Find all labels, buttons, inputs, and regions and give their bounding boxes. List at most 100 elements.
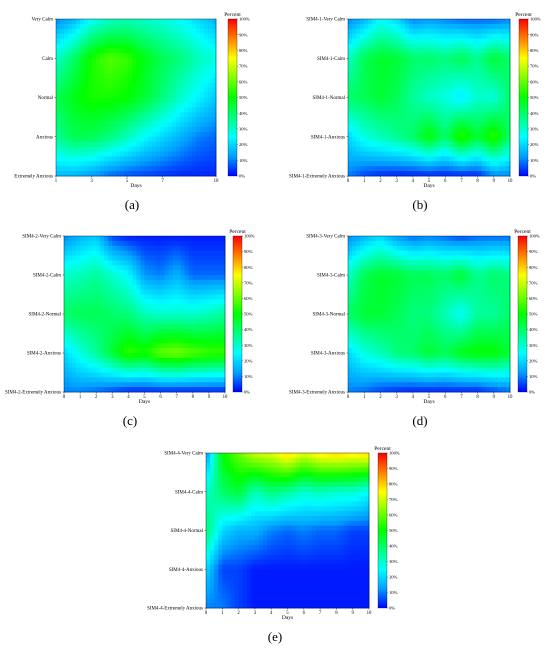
heatmap-cell <box>445 270 449 275</box>
heatmap-cell <box>457 270 461 275</box>
heatmap-cell <box>188 78 192 83</box>
heatmap-cell <box>120 338 124 343</box>
heatmap-cell <box>425 368 429 373</box>
heatmap-cell <box>157 290 161 295</box>
heatmap-cell <box>100 324 104 329</box>
heatmap-cell <box>368 358 372 363</box>
heatmap-cell <box>364 137 368 142</box>
heatmap-cell <box>486 166 490 171</box>
heatmap-cell <box>437 151 441 156</box>
heatmap-cell <box>181 260 185 265</box>
heatmap-cell <box>409 98 413 103</box>
heatmap-cell <box>348 309 352 314</box>
heatmap-cell <box>421 98 425 103</box>
heatmap-cell <box>429 98 433 103</box>
heatmap-cell <box>60 34 64 39</box>
heatmap-cell <box>204 63 208 68</box>
heatmap-cell <box>360 93 364 98</box>
y-category-label: SIM4-1-Extremely Anxious <box>289 175 345 180</box>
heatmap-cell <box>72 83 76 88</box>
heatmap-cell <box>168 19 172 24</box>
heatmap-cell <box>380 348 384 353</box>
heatmap-cell <box>60 39 64 44</box>
heatmap-cell <box>389 368 393 373</box>
heatmap-cell <box>181 246 185 251</box>
heatmap-cell <box>192 98 196 103</box>
y-category-label: Calm <box>42 57 53 62</box>
heatmap-cell <box>352 48 356 53</box>
heatmap-cell <box>160 171 164 176</box>
heatmap-cell <box>104 246 108 251</box>
heatmap-cell <box>356 34 360 39</box>
heatmap-cell <box>172 137 176 142</box>
heatmap-cell <box>417 161 421 166</box>
heatmap-cell <box>108 275 112 280</box>
heatmap-cell <box>433 319 437 324</box>
heatmap-cell <box>445 348 449 353</box>
heatmap-cell <box>389 24 393 29</box>
heatmap-cell <box>461 275 465 280</box>
heatmap-cell <box>88 151 92 156</box>
heatmap-cell <box>205 382 209 387</box>
heatmap-cell <box>457 353 461 358</box>
heatmap-cell <box>209 353 213 358</box>
heatmap-cell <box>413 161 417 166</box>
heatmap-cell <box>144 88 148 93</box>
heatmap-cell <box>156 24 160 29</box>
heatmap-cell <box>88 314 92 319</box>
heatmap-cell <box>217 324 221 329</box>
heatmap-cell <box>417 142 421 147</box>
heatmap-cell <box>449 275 453 280</box>
heatmap-cell <box>132 83 136 88</box>
heatmap-cell <box>478 83 482 88</box>
heatmap-cell <box>213 304 217 309</box>
heatmap-cell <box>120 373 124 378</box>
heatmap-cell <box>168 122 172 127</box>
heatmap-cell <box>164 44 168 49</box>
heatmap-cell <box>389 171 393 176</box>
heatmap-cell <box>185 290 189 295</box>
heatmap-cell <box>92 363 96 368</box>
heatmap-cell <box>200 78 204 83</box>
heatmap-cell <box>80 295 84 300</box>
heatmap-cell <box>364 382 368 387</box>
heatmap-cell <box>389 299 393 304</box>
heatmap-cell <box>204 19 208 24</box>
heatmap-cell <box>405 265 409 270</box>
heatmap-cell <box>140 132 144 137</box>
x-tick-label: 7 <box>460 179 463 184</box>
heatmap-cell <box>164 107 168 112</box>
heatmap-cell <box>384 156 388 161</box>
heatmap-cell <box>116 156 120 161</box>
heatmap-cell <box>478 112 482 117</box>
heatmap-cell <box>72 309 76 314</box>
heatmap-cell <box>124 377 128 382</box>
heatmap-cell <box>172 166 176 171</box>
heatmap-cell <box>177 329 181 334</box>
heatmap-cell <box>88 112 92 117</box>
heatmap-cell <box>96 112 100 117</box>
heatmap-cell <box>104 236 108 241</box>
heatmap-cell <box>417 358 421 363</box>
heatmap-cell <box>173 377 177 382</box>
heatmap-cell <box>196 19 200 24</box>
heatmap-cell <box>465 309 469 314</box>
heatmap-cell <box>364 117 368 122</box>
colorbar-tick-label: 10% <box>239 158 248 163</box>
heatmap-cell <box>465 338 469 343</box>
heatmap-cell <box>184 132 188 137</box>
heatmap-cell <box>100 132 104 137</box>
heatmap-cell <box>208 63 212 68</box>
heatmap-cell <box>164 88 168 93</box>
heatmap-cell <box>380 270 384 275</box>
heatmap-cell <box>153 304 157 309</box>
heatmap-cell <box>132 309 136 314</box>
heatmap-cell <box>173 270 177 275</box>
heatmap-cell <box>212 156 216 161</box>
heatmap-cell <box>149 304 153 309</box>
heatmap-cell <box>165 280 169 285</box>
heatmap-cell <box>136 122 140 127</box>
heatmap-cell <box>145 260 149 265</box>
heatmap-cell <box>437 334 441 339</box>
heatmap-cell <box>168 151 172 156</box>
